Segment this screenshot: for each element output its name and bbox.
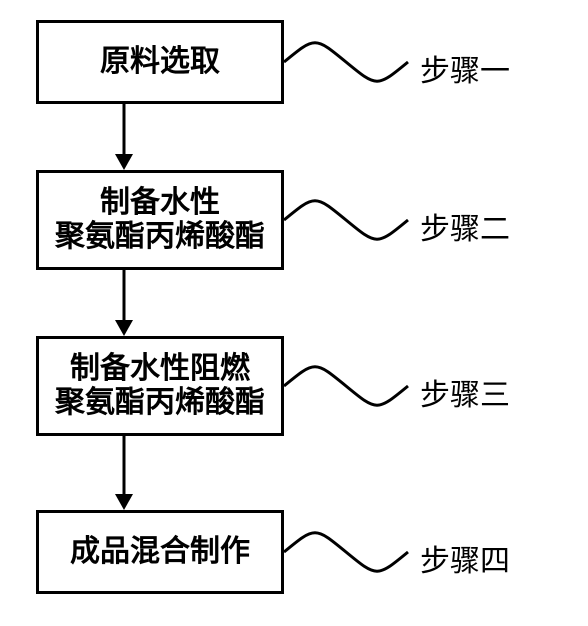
flow-arrow-3 xyxy=(104,436,144,510)
flow-arrow-2 xyxy=(104,270,144,336)
flow-node-4-text: 成品混合制作 xyxy=(70,535,250,570)
step-label-1-text: 步骤一 xyxy=(420,55,510,88)
flow-node-3-text: 制备水性阻燃 聚氨酯丙烯酸酯 xyxy=(55,352,265,421)
flow-node-1-text: 原料选取 xyxy=(100,45,220,80)
flow-node-4: 成品混合制作 xyxy=(36,510,284,594)
step-label-3-text: 步骤三 xyxy=(420,379,510,412)
step-label-1: 步骤一 xyxy=(420,46,510,90)
step-label-2: 步骤二 xyxy=(420,204,510,248)
step-label-2-text: 步骤二 xyxy=(420,213,510,246)
flowchart-canvas: 原料选取 制备水性 聚氨酯丙烯酸酯 制备水性阻燃 聚氨酯丙烯酸酯 成品混合制作 … xyxy=(0,0,588,626)
flow-node-1: 原料选取 xyxy=(36,20,284,104)
step-label-4: 步骤四 xyxy=(420,536,510,580)
wavy-connector-4 xyxy=(284,530,408,574)
flow-node-2-text: 制备水性 聚氨酯丙烯酸酯 xyxy=(55,186,265,255)
wavy-connector-2 xyxy=(284,198,408,242)
step-label-4-text: 步骤四 xyxy=(420,545,510,578)
wavy-connector-1 xyxy=(284,40,408,84)
wavy-connector-3 xyxy=(284,364,408,408)
step-label-3: 步骤三 xyxy=(420,370,510,414)
flow-node-3: 制备水性阻燃 聚氨酯丙烯酸酯 xyxy=(36,336,284,436)
flow-node-2: 制备水性 聚氨酯丙烯酸酯 xyxy=(36,170,284,270)
flow-arrow-1 xyxy=(104,104,144,170)
